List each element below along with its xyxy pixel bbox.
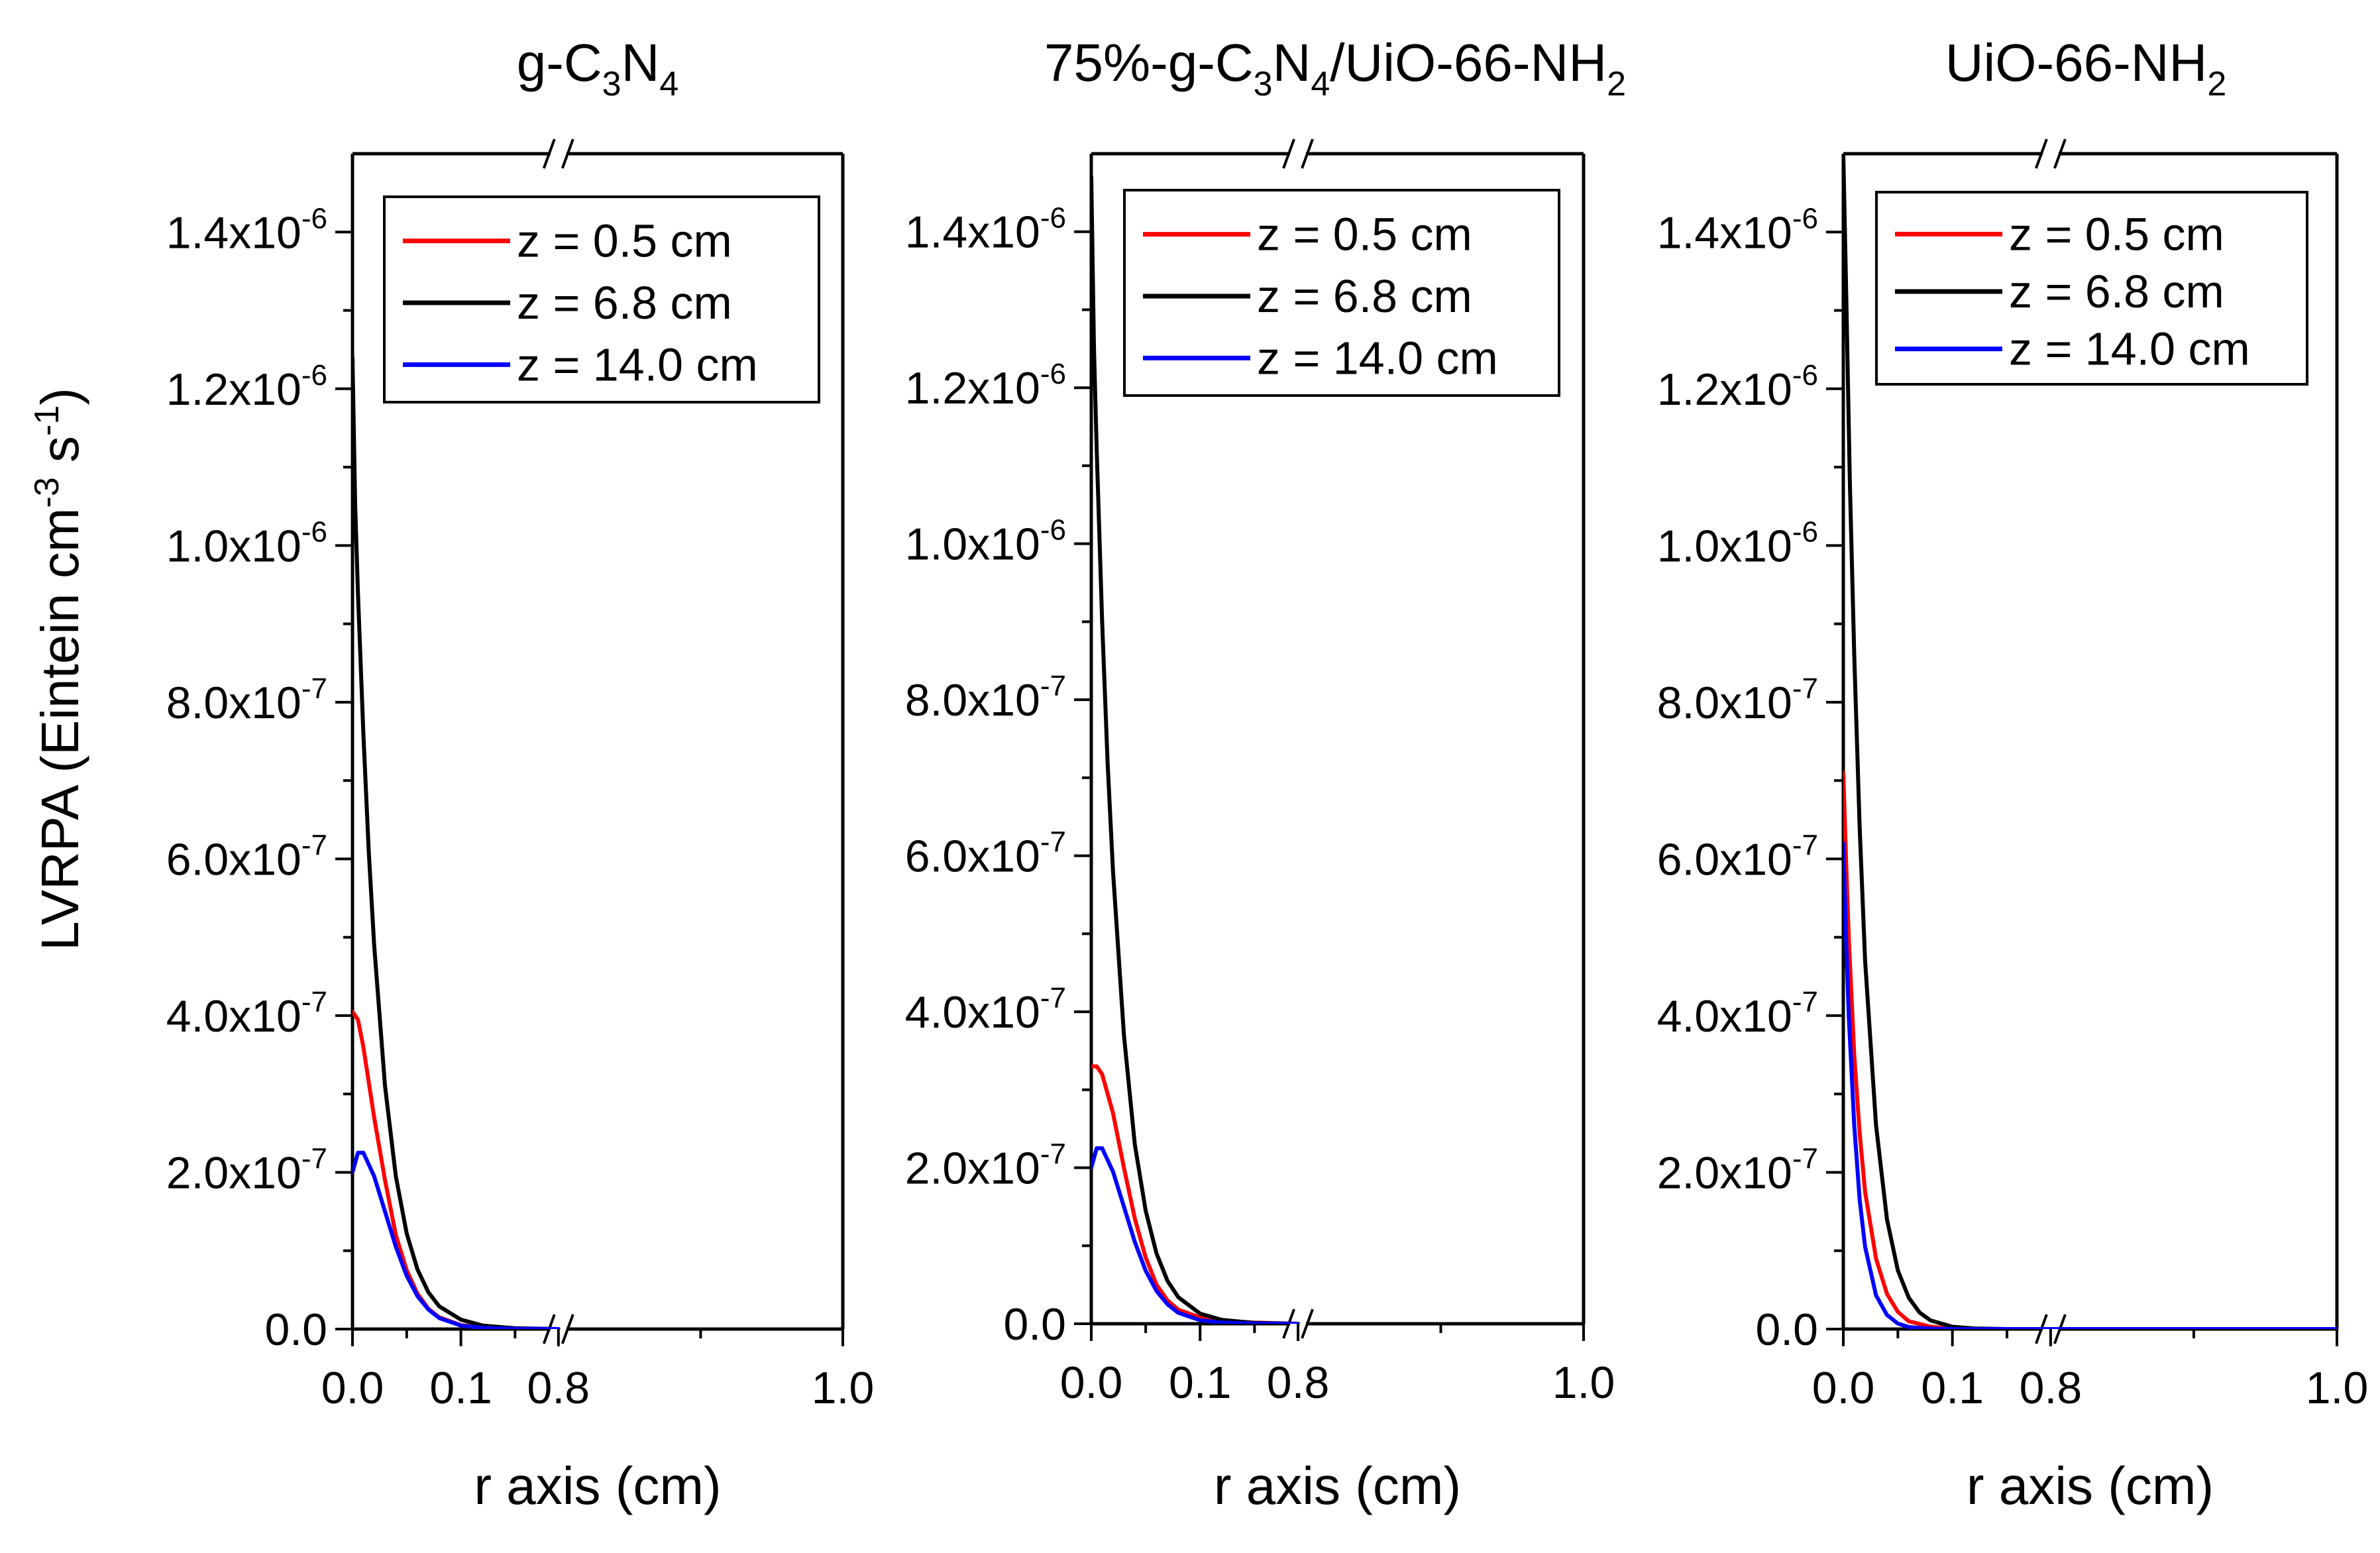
y-tick-label: 0.0	[1755, 1305, 1818, 1355]
y-axis-label: LVRPA (Eintein cm-3 s-1)	[28, 388, 89, 951]
y-tick-label: 6.0x10-7	[1657, 829, 1818, 884]
x-tick-label: 0.0	[1812, 1363, 1875, 1413]
y-tick-label: 2.0x10-7	[1657, 1142, 1818, 1198]
y-tick-label: 2.0x10-7	[905, 1138, 1066, 1194]
axis-break-mark	[561, 138, 574, 169]
y-tick-label: 1.0x10-6	[166, 515, 327, 571]
y-tick-label: 6.0x10-7	[166, 829, 327, 884]
y-tick-label: 1.4x10-6	[905, 202, 1066, 258]
y-tick-label: 1.2x10-6	[1657, 359, 1818, 415]
chart-panel-2: 75%-g-C3N4/UiO-66-NH2 0.0 2.0x10-7 4.0x10-7…	[905, 33, 1626, 1515]
axis-break-mark	[561, 1314, 574, 1344]
x-axis-label: r axis (cm)	[474, 1456, 721, 1515]
axis-break-mark	[1282, 138, 1295, 169]
legend: z = 0.5 cm z = 6.8 cm z = 14.0 cm	[1875, 191, 2308, 386]
x-tick-label: 0.1	[429, 1363, 492, 1413]
plot-area	[352, 355, 561, 1329]
chart-title: 75%-g-C3N4/UiO-66-NH2	[1044, 33, 1626, 103]
x-tick-label: 0.1	[1921, 1363, 1984, 1413]
y-tick-label: 4.0x10-7	[905, 982, 1066, 1038]
x-tick-label: 0.8	[1267, 1358, 1330, 1408]
legend-box	[1123, 189, 1560, 397]
legend: z = 0.5 cm z = 6.8 cm z = 14.0 cm	[1123, 189, 1560, 397]
chart-panel-3: UiO-66-NH2 0.0 2.0x10-7 4.0x10-7 6.0x10-7 8.0…	[1657, 33, 2369, 1515]
legend-label: z = 14.0 cm	[2009, 323, 2250, 375]
plot-area	[1843, 154, 2337, 1329]
y-tick-label: 1.0x10-6	[905, 514, 1066, 570]
axis-break-mark	[1301, 1309, 1314, 1339]
y-tick-label: 0.0	[1003, 1299, 1066, 1350]
y-tick-label: 1.0x10-6	[1657, 515, 1818, 571]
chart-title: UiO-66-NH2	[1945, 33, 2227, 103]
x-axis-label: r axis (cm)	[1214, 1456, 1461, 1515]
y-tick-label: 2.0x10-7	[166, 1142, 327, 1198]
x-tick-label: 1.0	[2306, 1363, 2369, 1413]
axis-break-mark	[1301, 138, 1314, 169]
series-line-2	[1091, 175, 1301, 1324]
svg-text:LVRPA (Eintein cm-3 s-1): LVRPA (Eintein cm-3 s-1)	[28, 388, 89, 951]
legend-label: z = 14.0 cm	[1257, 332, 1498, 384]
y-tick-label: 8.0x10-7	[905, 670, 1066, 725]
series-line-3	[352, 1150, 561, 1329]
chart-panel-1: g-C3N4 0.0 2.0x10-7 4.0x10-7 6.0x10-7 8.0x10-…	[166, 33, 875, 1515]
x-tick-label: 0.1	[1169, 1358, 1232, 1408]
y-tick-label: 4.0x10-7	[166, 986, 327, 1042]
y-tick-label: 1.4x10-6	[1657, 202, 1818, 258]
legend-label: z = 0.5 cm	[1257, 209, 1472, 260]
legend-label: z = 6.8 cm	[2009, 266, 2224, 317]
legend-box	[1875, 191, 2308, 386]
series-line-3	[1843, 841, 2337, 1329]
x-tick-label: 0.0	[321, 1363, 384, 1413]
axis-break-mark	[542, 138, 556, 169]
y-tick-label: 4.0x10-7	[1657, 986, 1818, 1042]
y-tick-label: 1.2x10-6	[905, 358, 1066, 413]
y-tick-label: 1.2x10-6	[166, 359, 327, 415]
x-tick-label: 1.0	[1552, 1358, 1615, 1408]
y-tick-label: 1.4x10-6	[166, 202, 327, 258]
legend-label: z = 0.5 cm	[2009, 208, 2224, 260]
series-line-2	[352, 355, 561, 1329]
x-axis-label: r axis (cm)	[1967, 1456, 2214, 1515]
legend-box	[383, 195, 820, 403]
series-line-1	[1843, 771, 2337, 1329]
x-tick-label: 0.0	[1060, 1358, 1123, 1408]
legend-label: z = 6.8 cm	[517, 277, 732, 329]
y-tick-label: 6.0x10-7	[905, 826, 1066, 882]
x-tick-label: 1.0	[812, 1363, 875, 1413]
x-tick-label: 0.8	[527, 1363, 590, 1413]
legend: z = 0.5 cm z = 6.8 cm z = 14.0 cm	[383, 195, 820, 403]
y-tick-label: 0.0	[264, 1305, 327, 1355]
axis-break-mark	[2053, 138, 2067, 169]
legend-label: z = 6.8 cm	[1257, 270, 1472, 322]
legend-label: z = 0.5 cm	[517, 215, 732, 267]
series-line-3	[1091, 1146, 1301, 1324]
y-tick-label: 8.0x10-7	[1657, 672, 1818, 728]
y-tick-label: 8.0x10-7	[166, 672, 327, 728]
axis-break-mark	[2035, 138, 2048, 169]
plot-area	[1091, 175, 1301, 1324]
x-tick-label: 0.8	[2020, 1363, 2082, 1413]
chart-title: g-C3N4	[517, 33, 679, 103]
legend-label: z = 14.0 cm	[517, 339, 758, 390]
